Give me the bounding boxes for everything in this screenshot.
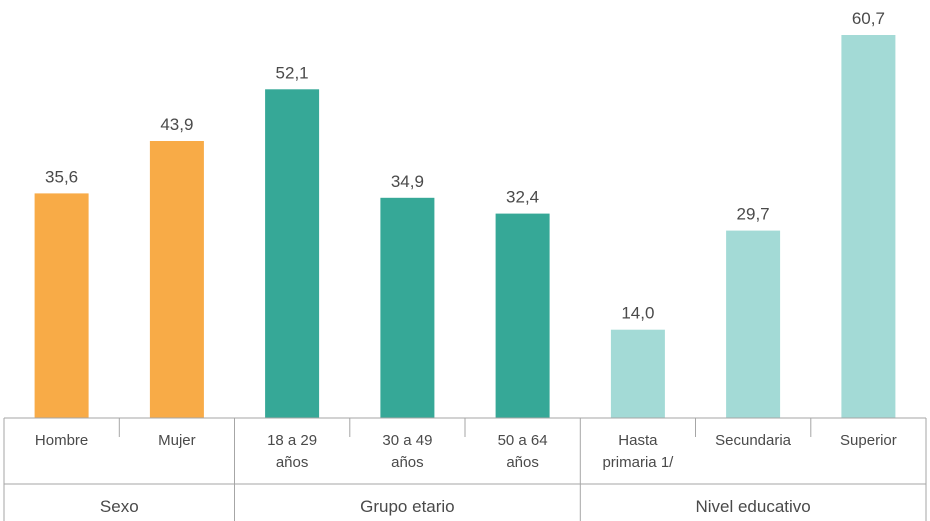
value-label-5: 14,0 (621, 304, 654, 323)
bar-4 (495, 213, 550, 418)
bar-3 (380, 197, 435, 418)
value-label-3: 34,9 (391, 172, 424, 191)
value-labels-layer: 35,6 43,9 52,1 34,9 32,4 14,0 29,7 60,7 (45, 9, 885, 323)
group-label-0: Sexo (100, 497, 139, 516)
bar-7 (841, 35, 896, 418)
group-label-2: Nivel educativo (695, 497, 810, 516)
category-label-4-0: 50 a 64 (498, 432, 548, 449)
value-label-1: 43,9 (160, 115, 193, 134)
bar-0 (34, 193, 89, 418)
value-label-6: 29,7 (737, 205, 770, 224)
group-label-1: Grupo etario (360, 497, 455, 516)
category-label-4-1: años (506, 454, 539, 471)
value-label-2: 52,1 (276, 63, 309, 82)
value-label-4: 32,4 (506, 188, 539, 207)
bar-5 (610, 329, 665, 418)
group-labels-layer: Sexo Grupo etario Nivel educativo (100, 497, 811, 516)
bar-2 (265, 89, 320, 419)
category-label-6-0: Secundaria (715, 432, 792, 449)
category-label-5-1: primaria 1/ (602, 454, 674, 471)
value-label-7: 60,7 (852, 9, 885, 28)
bar-1 (149, 141, 204, 418)
bar-6 (726, 230, 781, 418)
category-label-3-1: años (391, 454, 424, 471)
bars-layer (34, 35, 896, 419)
category-label-3-0: 30 a 49 (382, 432, 432, 449)
category-label-0-0: Hombre (35, 432, 88, 449)
category-axis (3, 417, 927, 521)
category-label-2-0: 18 a 29 (267, 432, 317, 449)
category-labels-layer: Hombre Mujer 18 a 29 años 30 a 49 años 50 a 64… (35, 432, 897, 471)
category-label-2-1: años (276, 454, 309, 471)
category-label-7-0: Superior (840, 432, 897, 449)
category-label-5-0: Hasta (618, 432, 658, 449)
value-label-0: 35,6 (45, 167, 78, 186)
category-label-1-0: Mujer (158, 432, 196, 449)
